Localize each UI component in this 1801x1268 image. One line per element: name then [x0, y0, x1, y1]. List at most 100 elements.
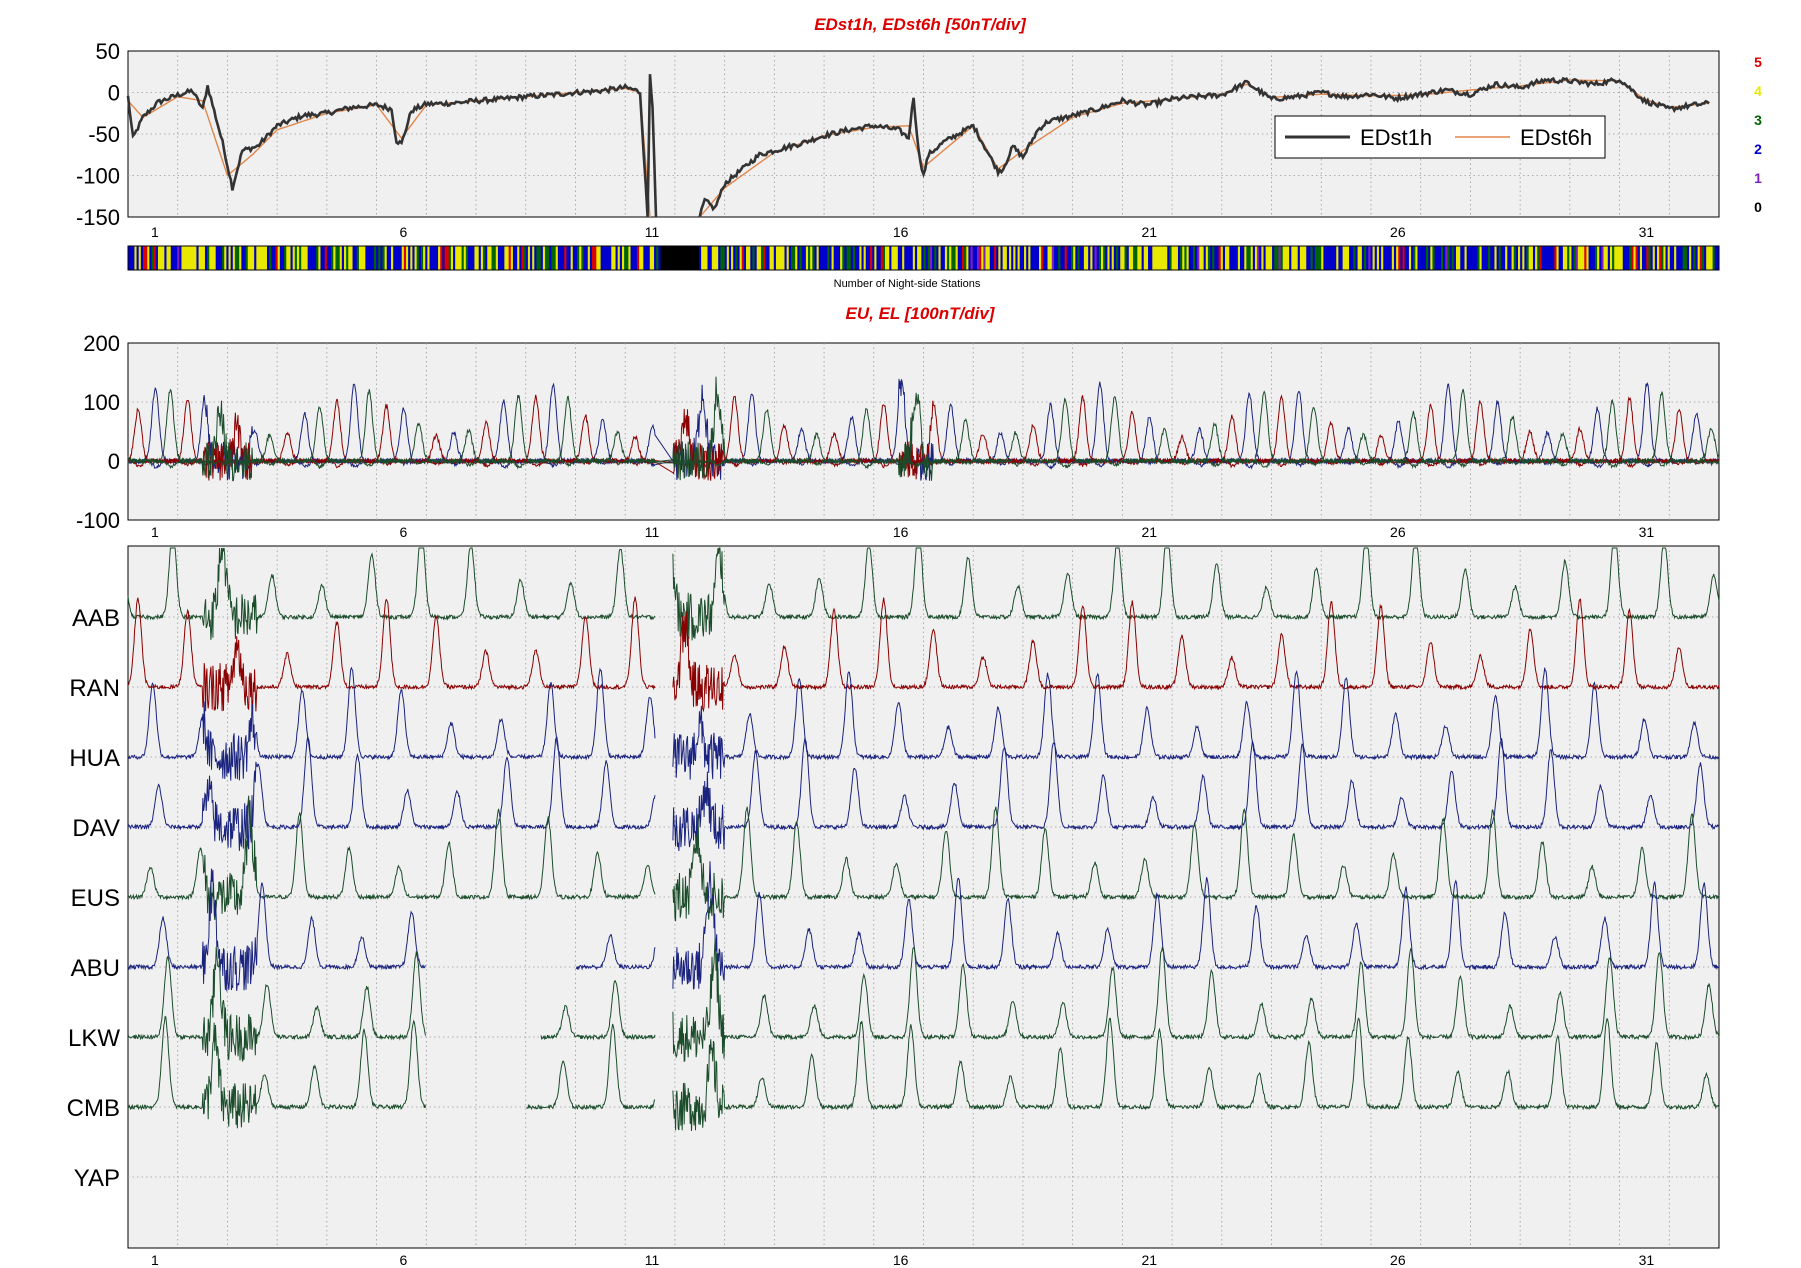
strip-cell — [1415, 246, 1418, 270]
strip-cell — [1261, 246, 1264, 270]
strip-cell — [410, 246, 413, 270]
strip-cell — [1554, 246, 1557, 270]
strip-cell — [735, 246, 738, 270]
strip-cell — [1620, 246, 1624, 270]
strip-cell — [754, 246, 758, 270]
station-label-aab: AAB — [72, 605, 120, 632]
series-line-edst6h — [127, 87, 651, 218]
strip-cell — [775, 246, 779, 270]
top-y-tick-label: -50 — [88, 122, 120, 147]
strip-cell — [329, 246, 332, 270]
strip-cell — [215, 246, 219, 270]
strip-cell — [1058, 246, 1061, 270]
strip-cell — [1618, 246, 1622, 270]
strip-cell — [703, 246, 706, 270]
strip-cell — [1115, 246, 1119, 270]
strip-cell — [795, 246, 798, 270]
strip-cell — [1515, 246, 1519, 270]
strip-cell — [925, 246, 929, 270]
strip-cell — [519, 246, 522, 270]
strip-cell — [1192, 246, 1196, 270]
strip-cell — [844, 246, 847, 270]
strip-cell — [557, 246, 561, 270]
strip-cell — [857, 246, 860, 270]
strip-cell — [636, 246, 640, 270]
strip-cell — [1406, 246, 1410, 270]
strip-cell — [825, 246, 828, 270]
strip-cell — [1250, 246, 1254, 270]
middle-chart-title: EU, EL [100nT/div] — [846, 304, 996, 323]
strip-cell — [1293, 246, 1296, 270]
top-x-tick-label: 6 — [400, 224, 408, 240]
strip-cell — [912, 246, 916, 270]
strip-cell — [1304, 246, 1307, 270]
station-trace-abu — [127, 868, 426, 992]
strip-cell — [525, 246, 529, 270]
strip-cell — [966, 246, 969, 270]
strip-cell — [286, 246, 289, 270]
strip-cell — [1434, 246, 1438, 270]
strip-cell — [1695, 246, 1699, 270]
strip-cell — [1334, 246, 1337, 270]
strip-cell — [760, 246, 764, 270]
strip-cell — [1654, 246, 1658, 270]
top-grid — [128, 51, 1719, 217]
strip-cell — [1171, 246, 1175, 270]
strip-cell — [132, 246, 135, 270]
strip-cell — [450, 246, 454, 270]
strip-cell — [1485, 246, 1489, 270]
strip-cell — [1122, 246, 1125, 270]
strip-cell — [1041, 246, 1044, 270]
strip-cell — [647, 246, 651, 270]
strip-cell — [626, 246, 629, 270]
strip-cell — [1573, 246, 1577, 270]
strip-cell — [1284, 246, 1288, 270]
legend-label-edst1h: EDst1h — [1360, 125, 1432, 150]
strip-cell — [213, 246, 217, 270]
strip-cell — [1436, 246, 1440, 270]
strip-cell — [363, 246, 366, 270]
strip-cell — [1239, 246, 1243, 270]
strip-cell — [1710, 246, 1713, 270]
strip-cell — [1237, 246, 1241, 270]
strip-cell — [600, 246, 604, 270]
strip-cell — [339, 246, 343, 270]
activity-level-label: 5 — [1754, 54, 1762, 70]
strip-cell — [840, 246, 843, 270]
strip-cell — [1045, 246, 1048, 270]
strip-cell — [264, 246, 268, 270]
strip-cell — [1349, 246, 1352, 270]
strip-cell — [1306, 246, 1309, 270]
strip-cell — [485, 246, 488, 270]
strip-cell — [559, 246, 563, 270]
strip-cell — [660, 246, 664, 270]
strip-cell — [453, 246, 456, 270]
strip-cell — [1637, 246, 1641, 270]
strip-cell — [179, 246, 182, 270]
strip-cell — [846, 246, 850, 270]
strip-cell — [202, 246, 206, 270]
bottom-x-tick-label: 26 — [1390, 1252, 1406, 1268]
strip-cell — [880, 246, 884, 270]
strip-cell — [1257, 246, 1260, 270]
strip-cell — [1650, 246, 1654, 270]
strip-cell — [1252, 246, 1256, 270]
strip-cell — [1135, 246, 1138, 270]
strip-cell — [258, 246, 261, 270]
strip-cell — [1287, 246, 1290, 270]
strip-cell — [1372, 246, 1376, 270]
strip-cell — [1210, 246, 1213, 270]
strip-cell — [771, 246, 775, 270]
strip-cell — [314, 246, 317, 270]
strip-cell — [970, 246, 974, 270]
strip-cell — [1263, 246, 1267, 270]
station-trace-aab — [672, 547, 1720, 641]
strip-cell — [1351, 246, 1354, 270]
strip-cell — [874, 246, 877, 270]
strip-cell — [1428, 246, 1431, 270]
strip-cell — [1212, 246, 1215, 270]
strip-cell — [1098, 246, 1102, 270]
strip-cell — [722, 246, 726, 270]
strip-cell — [1201, 246, 1205, 270]
strip-cell — [491, 246, 495, 270]
